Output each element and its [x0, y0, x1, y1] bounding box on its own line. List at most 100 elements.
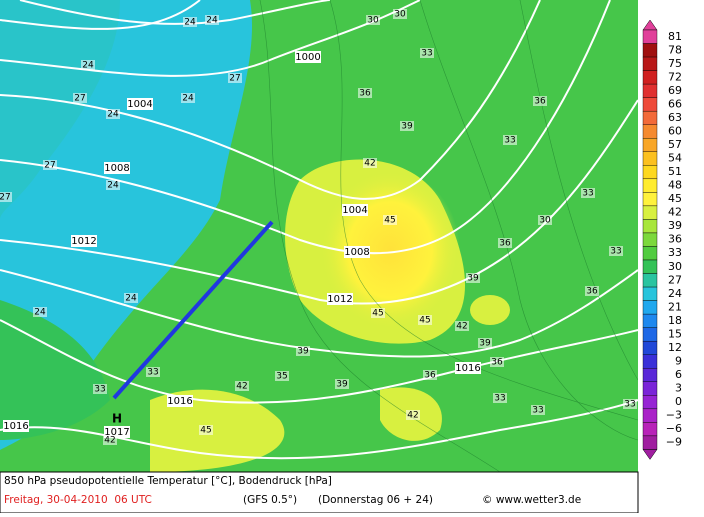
temperature-label-bg: [533, 96, 547, 106]
temperature-label: 27: [229, 74, 240, 84]
temperature-label-bg: [33, 307, 47, 317]
legend-swatch: [642, 259, 658, 274]
legend-swatch: [642, 354, 658, 369]
isobar-label: 1008: [104, 163, 129, 174]
temperature-label: 42: [364, 159, 375, 169]
legend-arrow-bottom: [642, 449, 658, 460]
temperature-label-bg: [623, 399, 637, 409]
cross-section-line: [112, 220, 274, 400]
isobar-label: 1008: [344, 247, 369, 258]
legend-tick-label: 36: [668, 233, 682, 246]
legend-swatch: [642, 286, 658, 301]
legend-tick-label: −3: [666, 409, 682, 422]
isobar-label-bg: [455, 362, 481, 374]
legend-swatch: [642, 408, 658, 423]
temperature-label: 42: [456, 322, 467, 332]
isobar-label: 1012: [327, 294, 352, 305]
legend-tick-label: 0: [675, 395, 682, 408]
temperature-label-bg: [503, 135, 517, 145]
temperature-label: 42: [104, 436, 115, 446]
temperature-label-bg: [363, 158, 377, 168]
isobar-label: 1004: [127, 99, 152, 110]
legend-swatch: [642, 273, 658, 288]
temperature-label: 39: [479, 339, 491, 349]
legend-tick-label: −9: [666, 436, 682, 449]
legend-tick-label: 72: [668, 70, 682, 83]
legend-tick-label: 9: [675, 354, 682, 367]
temperature-label-bg: [103, 435, 117, 445]
legend-swatch: [642, 395, 658, 410]
temperature-label: 24: [107, 110, 119, 120]
legend-tick-label: 57: [668, 138, 682, 151]
temperature-label-bg: [358, 88, 372, 98]
temperature-label-bg: [183, 17, 197, 27]
temperature-label: 45: [384, 216, 395, 226]
temperature-label: 33: [421, 49, 432, 59]
legend-tick-label: 45: [668, 192, 682, 205]
temperature-label-bg: [423, 370, 437, 380]
isobar-label-bg: [104, 162, 130, 174]
cool-region-inner: [0, 0, 120, 220]
footer-title: 850 hPa pseudopotentielle Temperatur [°C…: [4, 475, 332, 487]
temperature-label: 30: [539, 216, 551, 226]
temperature-label-bg: [493, 393, 507, 403]
legend-swatch: [642, 422, 658, 437]
legend-tick-label: 42: [668, 206, 682, 219]
temperature-label-bg: [581, 188, 595, 198]
legend-swatch: [642, 56, 658, 71]
footer-forecast: (Donnerstag 06 + 24): [318, 494, 433, 506]
legend-swatch: [642, 327, 658, 342]
temperature-label: 39: [336, 380, 348, 390]
legend-swatch: [642, 246, 658, 261]
temperature-label-bg: [400, 121, 414, 131]
isobar-label-bg: [327, 293, 353, 305]
legend-tick-label: 12: [668, 341, 682, 354]
temperature-label-bg: [531, 405, 545, 415]
temperature-label: 36: [491, 358, 503, 368]
legend-swatch: [642, 313, 658, 328]
isobar-label: 1016: [3, 421, 28, 432]
footer-date: Freitag, 30-04-2010 06 UTC: [4, 494, 152, 506]
legend-swatch: [642, 368, 658, 382]
temperature-label: 27: [44, 161, 55, 171]
legend-swatch: [642, 178, 658, 193]
legend-tick-label: 6: [675, 368, 682, 381]
legend-tick-label: 27: [668, 273, 682, 286]
legend-tick-label: 81: [668, 30, 682, 43]
temperature-label: 24: [184, 18, 196, 28]
legend-tick-label: 3: [675, 382, 682, 395]
temperature-label: 24: [182, 94, 194, 104]
isobar-label-bg: [127, 98, 153, 110]
temperature-label: 33: [582, 189, 593, 199]
high-pressure-label: H: [112, 412, 122, 426]
temperature-label: 30: [367, 16, 379, 26]
temperature-label: 24: [206, 16, 218, 26]
temperature-label-bg: [106, 180, 120, 190]
isobar-label: 1004: [342, 205, 367, 216]
temperature-label-bg: [466, 273, 480, 283]
temperature-label: 33: [147, 368, 158, 378]
temperature-label-bg: [455, 321, 469, 331]
temperature-label-bg: [406, 410, 420, 420]
temperature-label-bg: [478, 338, 492, 348]
temperature-label-bg: [106, 109, 120, 119]
isobar-label: 1012: [71, 236, 96, 247]
legend-swatch: [642, 165, 658, 180]
legend-tick-label: 54: [668, 152, 682, 165]
legend-tick-label: 69: [668, 84, 682, 97]
isobar-label: 1016: [167, 396, 192, 407]
legend-tick-label: 21: [668, 300, 682, 313]
temperature-label: 33: [610, 247, 621, 257]
temperature-label-bg: [0, 192, 12, 202]
temperature-label-bg: [383, 215, 397, 225]
temperature-label-bg: [124, 293, 138, 303]
legend-tick-label: 63: [668, 111, 682, 124]
legend-tick-label: 24: [668, 287, 682, 300]
temperature-label-bg: [275, 371, 289, 381]
temperature-label: 39: [401, 122, 413, 132]
legend-swatch: [642, 435, 658, 450]
temperature-label: 36: [534, 97, 546, 107]
temperature-label: 36: [424, 371, 436, 381]
temperature-label-bg: [418, 315, 432, 325]
